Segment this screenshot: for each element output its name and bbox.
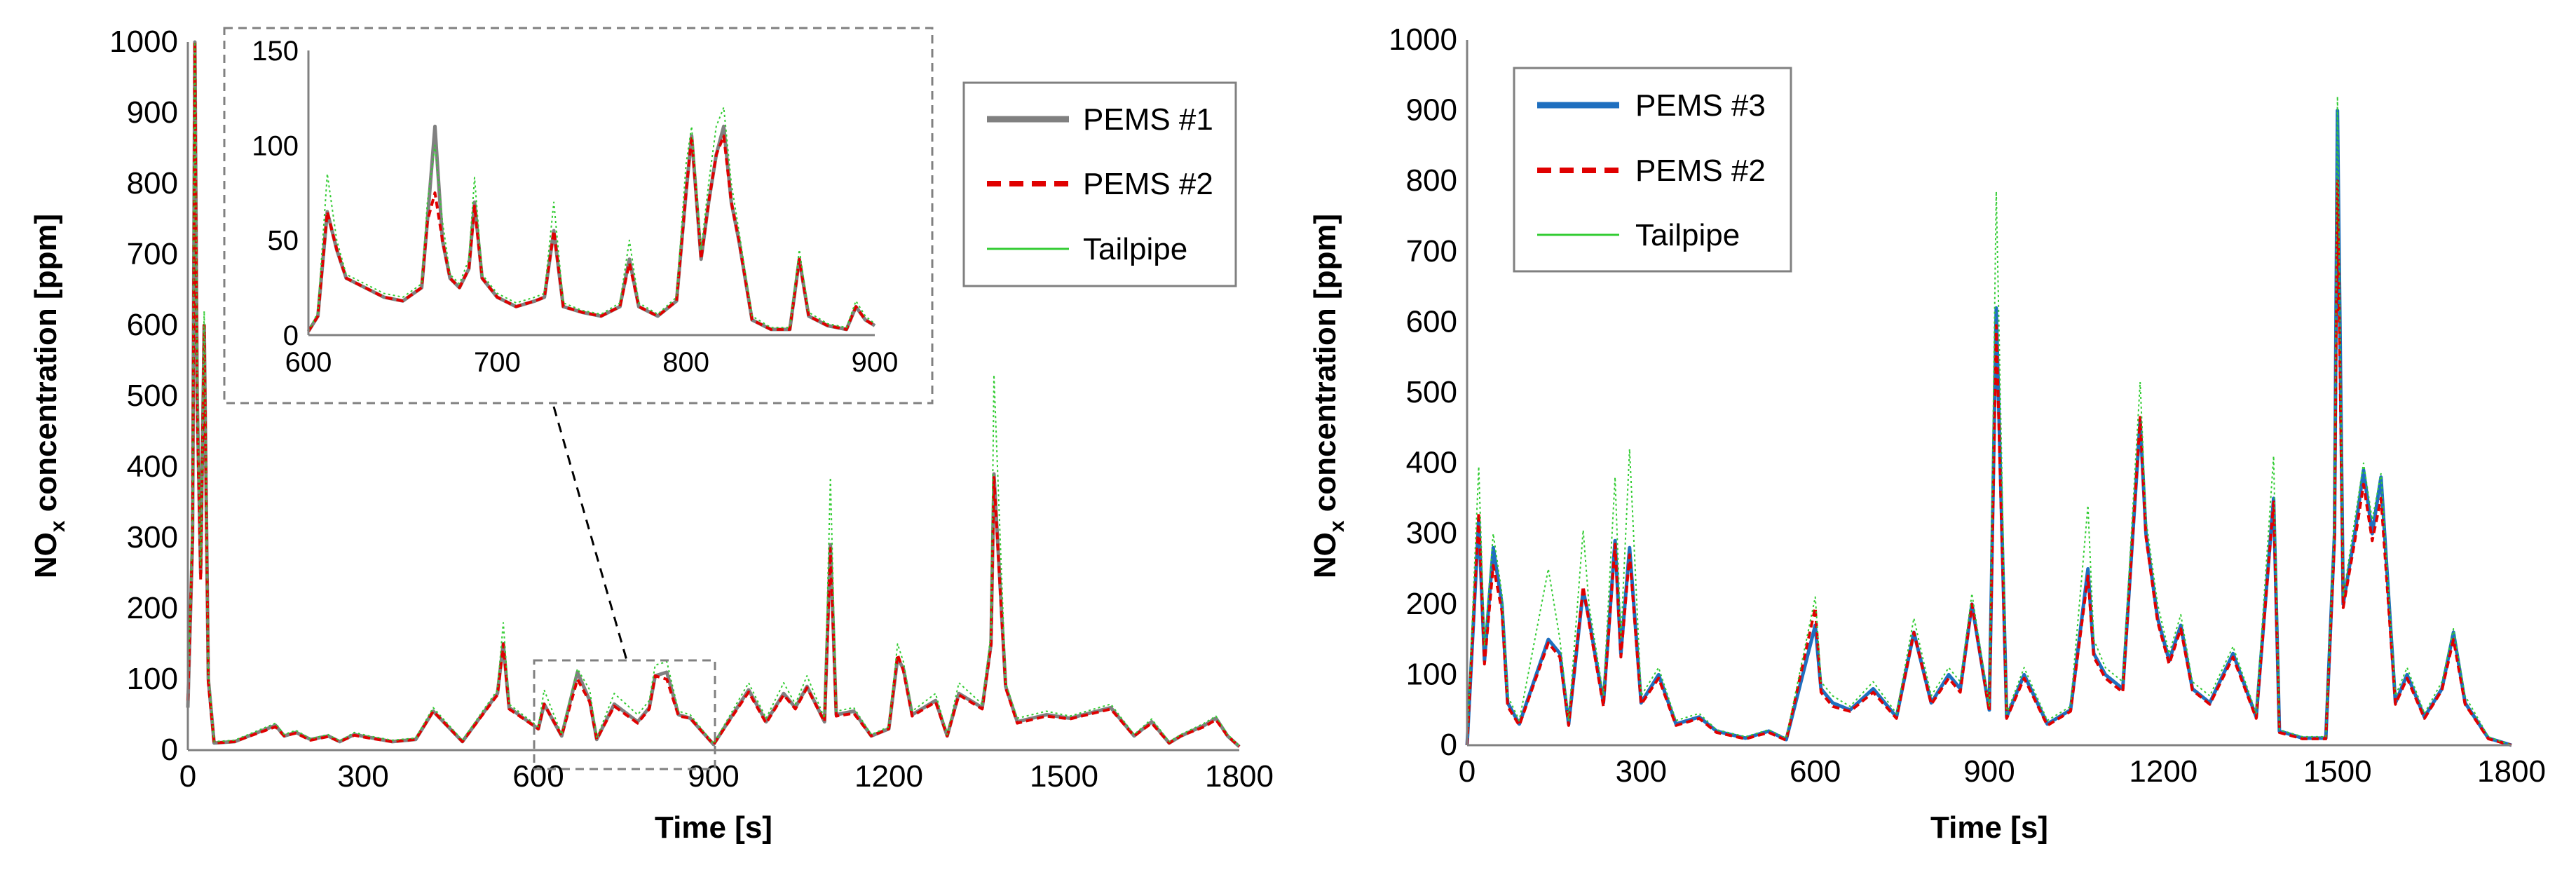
left-y-tick-600: 600 bbox=[127, 308, 178, 342]
right-y-tick-0: 0 bbox=[1440, 728, 1457, 762]
left-x-tick-600: 600 bbox=[512, 759, 564, 794]
right-x-tick-1800: 1800 bbox=[2477, 754, 2546, 789]
left-y-tick-1000: 1000 bbox=[109, 25, 178, 59]
right-y-tick-500: 500 bbox=[1406, 375, 1457, 409]
inset-y-tick-150: 150 bbox=[252, 36, 299, 67]
left-series-tailpipe bbox=[187, 41, 1240, 747]
left-legend bbox=[962, 81, 1237, 287]
right-y-tick-200: 200 bbox=[1406, 587, 1457, 621]
left-y-tick-300: 300 bbox=[127, 520, 178, 555]
right-y-tick-300: 300 bbox=[1406, 516, 1457, 550]
inset-y-tick-0: 0 bbox=[283, 320, 299, 351]
legend-label-pems2: PEMS #2 bbox=[1083, 167, 1213, 201]
left-x-tick-1500: 1500 bbox=[1030, 759, 1098, 794]
right-y-tick-400: 400 bbox=[1406, 446, 1457, 480]
inset-series-lines bbox=[306, 107, 876, 332]
inset-y-tick-50: 50 bbox=[268, 226, 299, 257]
left-series-lines bbox=[186, 40, 1241, 748]
right-y-tick-900: 900 bbox=[1406, 93, 1457, 128]
left-x-tick-900: 900 bbox=[688, 759, 739, 794]
left-x-tick-1200: 1200 bbox=[854, 759, 923, 794]
right-y-tick-labels: 0 100 200 300 400 500 600 700 800 900 1000 bbox=[1389, 22, 1457, 762]
left-x-tick-300: 300 bbox=[337, 759, 388, 794]
left-series-pems2 bbox=[186, 41, 1241, 748]
inset-x-tick-800: 800 bbox=[662, 347, 709, 378]
left-y-tick-100: 100 bbox=[127, 662, 178, 696]
legend-label-pems2-right: PEMS #2 bbox=[1635, 154, 1766, 188]
legend-label-pems3: PEMS #3 bbox=[1635, 88, 1766, 123]
right-y-tick-100: 100 bbox=[1406, 657, 1457, 691]
right-chart: 0 100 200 300 400 500 600 700 800 900 1000 0 300 600… bbox=[1308, 22, 2546, 845]
inset-x-tick-labels: 600 700 800 900 bbox=[285, 347, 899, 378]
inset-x-tick-900: 900 bbox=[852, 347, 899, 378]
zoom-connector-line bbox=[552, 406, 629, 663]
left-y-tick-400: 400 bbox=[127, 449, 178, 484]
right-y-tick-1000: 1000 bbox=[1389, 22, 1457, 57]
inset-y-tick-100: 100 bbox=[252, 130, 299, 161]
right-x-axis-title: Time [s] bbox=[1930, 810, 2048, 845]
right-x-tick-300: 300 bbox=[1616, 754, 1667, 789]
left-x-tick-1800: 1800 bbox=[1205, 759, 1274, 794]
right-x-tick-1200: 1200 bbox=[2129, 754, 2197, 789]
right-y-tick-700: 700 bbox=[1406, 234, 1457, 268]
zoom-region-box bbox=[533, 659, 716, 770]
right-x-tick-0: 0 bbox=[1459, 754, 1476, 789]
inset-x-tick-700: 700 bbox=[474, 347, 521, 378]
left-x-tick-0: 0 bbox=[179, 759, 196, 794]
right-series-lines bbox=[1465, 95, 2512, 747]
legend-label-tailpipe: Tailpipe bbox=[1083, 232, 1187, 266]
inset-frame bbox=[223, 27, 934, 404]
left-y-tick-900: 900 bbox=[127, 95, 178, 130]
left-y-tick-0: 0 bbox=[161, 733, 178, 767]
inset-series-pems2 bbox=[307, 134, 876, 332]
left-y-tick-800: 800 bbox=[127, 166, 178, 200]
right-y-tick-800: 800 bbox=[1406, 163, 1457, 198]
right-x-tick-600: 600 bbox=[1790, 754, 1841, 789]
left-y-tick-500: 500 bbox=[127, 379, 178, 413]
inset-x-tick-600: 600 bbox=[285, 347, 332, 378]
right-series-pems2 bbox=[1466, 179, 2512, 747]
right-x-tick-labels: 0 300 600 900 1200 1500 1800 bbox=[1459, 754, 2546, 789]
legend-label-tailpipe-right: Tailpipe bbox=[1635, 218, 1740, 252]
inset-y-tick-labels: 0 50 100 150 bbox=[252, 36, 299, 351]
left-y-tick-labels: 0 100 200 300 400 500 600 700 800 900 1000 bbox=[109, 25, 178, 767]
right-y-axis-title: NOx concentration [ppm] bbox=[1308, 214, 1349, 578]
legend-label-pems1: PEMS #1 bbox=[1083, 102, 1213, 137]
right-x-tick-1500: 1500 bbox=[2303, 754, 2372, 789]
left-y-tick-200: 200 bbox=[127, 591, 178, 625]
right-x-tick-900: 900 bbox=[1963, 754, 2015, 789]
left-x-tick-labels: 0 300 600 900 1200 1500 1800 bbox=[179, 759, 1274, 794]
left-x-axis-title: Time [s] bbox=[655, 810, 772, 845]
right-y-tick-600: 600 bbox=[1406, 304, 1457, 339]
left-y-tick-700: 700 bbox=[127, 237, 178, 271]
left-y-axis-title: NOx concentration [ppm] bbox=[29, 214, 69, 578]
